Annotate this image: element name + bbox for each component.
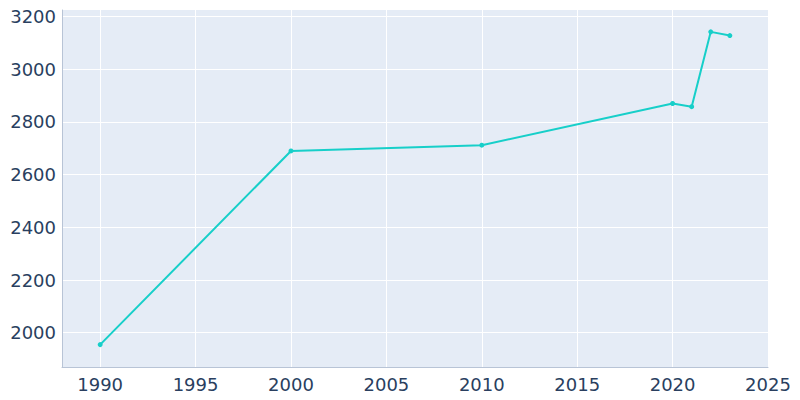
svg-text:1990: 1990 bbox=[77, 374, 123, 395]
svg-text:2000: 2000 bbox=[10, 322, 56, 343]
svg-text:1995: 1995 bbox=[173, 374, 219, 395]
svg-text:2000: 2000 bbox=[268, 374, 314, 395]
svg-text:2600: 2600 bbox=[10, 164, 56, 185]
svg-text:2015: 2015 bbox=[554, 374, 600, 395]
svg-text:2200: 2200 bbox=[10, 270, 56, 291]
svg-text:3200: 3200 bbox=[10, 6, 56, 27]
svg-text:2020: 2020 bbox=[650, 374, 696, 395]
svg-text:2010: 2010 bbox=[459, 374, 505, 395]
svg-text:3000: 3000 bbox=[10, 59, 56, 80]
svg-text:2005: 2005 bbox=[363, 374, 409, 395]
svg-text:2800: 2800 bbox=[10, 111, 56, 132]
svg-text:2025: 2025 bbox=[745, 374, 791, 395]
svg-text:2400: 2400 bbox=[10, 217, 56, 238]
